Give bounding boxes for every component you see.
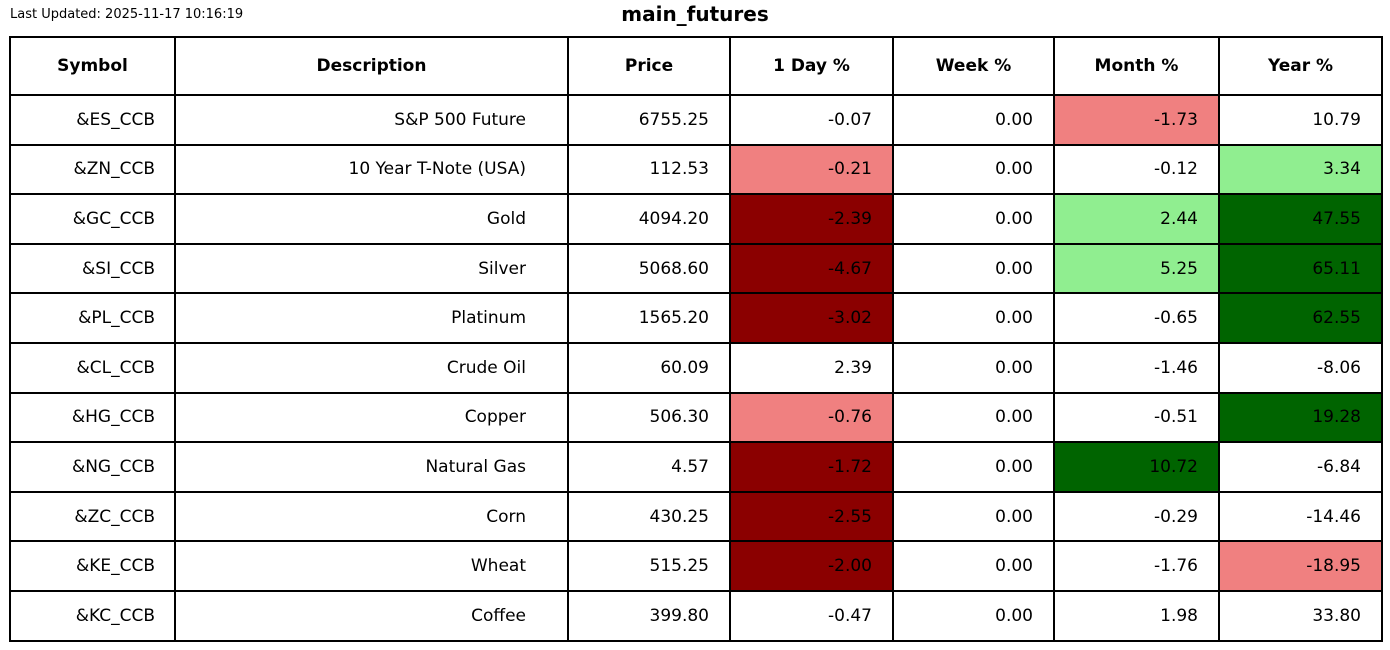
cell-month: 5.25 bbox=[1053, 242, 1220, 295]
table-row: &HG_CCB Copper 506.30 -0.76 0.00 -0.51 1… bbox=[9, 391, 1383, 444]
cell-year: 33.80 bbox=[1218, 589, 1383, 642]
cell-week: 0.00 bbox=[892, 94, 1055, 146]
table-row: &GC_CCB Gold 4094.20 -2.39 0.00 2.44 47.… bbox=[9, 193, 1383, 245]
cell-month: 1.98 bbox=[1053, 589, 1220, 642]
table-row: &KC_CCB Coffee 399.80 -0.47 0.00 1.98 33… bbox=[9, 589, 1383, 642]
cell-week: 0.00 bbox=[892, 589, 1055, 642]
cell-week: 0.00 bbox=[892, 441, 1055, 493]
col-header-month: Month % bbox=[1053, 36, 1220, 96]
cell-month: -1.73 bbox=[1053, 94, 1220, 146]
cell-week: 0.00 bbox=[892, 540, 1055, 592]
cell-description: Platinum bbox=[174, 292, 569, 344]
table-row: &ZN_CCB 10 Year T-Note (USA) 112.53 -0.2… bbox=[9, 143, 1383, 196]
cell-month: -0.65 bbox=[1053, 292, 1220, 344]
cell-month: 10.72 bbox=[1053, 441, 1220, 493]
cell-description: Corn bbox=[174, 490, 569, 543]
cell-month: -0.51 bbox=[1053, 391, 1220, 444]
cell-1day: -0.76 bbox=[729, 391, 894, 444]
table-row: &SI_CCB Silver 5068.60 -4.67 0.00 5.25 6… bbox=[9, 242, 1383, 295]
col-header-description: Description bbox=[174, 36, 569, 96]
cell-year: 3.34 bbox=[1218, 143, 1383, 196]
table-row: &ES_CCB S&P 500 Future 6755.25 -0.07 0.0… bbox=[9, 94, 1383, 146]
col-header-1day: 1 Day % bbox=[729, 36, 894, 96]
cell-week: 0.00 bbox=[892, 292, 1055, 344]
table-row: &PL_CCB Platinum 1565.20 -3.02 0.00 -0.6… bbox=[9, 292, 1383, 344]
cell-price: 506.30 bbox=[567, 391, 731, 444]
cell-price: 430.25 bbox=[567, 490, 731, 543]
cell-price: 60.09 bbox=[567, 341, 731, 394]
cell-month: -1.46 bbox=[1053, 341, 1220, 394]
cell-description: Coffee bbox=[174, 589, 569, 642]
cell-1day: -0.47 bbox=[729, 589, 894, 642]
cell-symbol: &CL_CCB bbox=[9, 341, 176, 394]
col-header-week: Week % bbox=[892, 36, 1055, 96]
cell-1day: 2.39 bbox=[729, 341, 894, 394]
cell-1day: -0.21 bbox=[729, 143, 894, 196]
cell-price: 515.25 bbox=[567, 540, 731, 592]
cell-month: -0.29 bbox=[1053, 490, 1220, 543]
cell-month: -0.12 bbox=[1053, 143, 1220, 196]
table-row: &KE_CCB Wheat 515.25 -2.00 0.00 -1.76 -1… bbox=[9, 540, 1383, 592]
cell-year: 47.55 bbox=[1218, 193, 1383, 245]
cell-symbol: &HG_CCB bbox=[9, 391, 176, 444]
cell-year: 62.55 bbox=[1218, 292, 1383, 344]
cell-year: -6.84 bbox=[1218, 441, 1383, 493]
futures-table: Symbol Description Price 1 Day % Week % … bbox=[9, 36, 1383, 642]
page-title: main_futures bbox=[621, 2, 769, 26]
table-row: &CL_CCB Crude Oil 60.09 2.39 0.00 -1.46 … bbox=[9, 341, 1383, 394]
cell-year: -14.46 bbox=[1218, 490, 1383, 543]
cell-price: 5068.60 bbox=[567, 242, 731, 295]
cell-year: -8.06 bbox=[1218, 341, 1383, 394]
cell-week: 0.00 bbox=[892, 490, 1055, 543]
cell-description: S&P 500 Future bbox=[174, 94, 569, 146]
cell-week: 0.00 bbox=[892, 391, 1055, 444]
cell-week: 0.00 bbox=[892, 242, 1055, 295]
cell-symbol: &ZC_CCB bbox=[9, 490, 176, 543]
cell-1day: -2.00 bbox=[729, 540, 894, 592]
cell-price: 4.57 bbox=[567, 441, 731, 493]
cell-description: Natural Gas bbox=[174, 441, 569, 493]
cell-symbol: &ZN_CCB bbox=[9, 143, 176, 196]
cell-symbol: &PL_CCB bbox=[9, 292, 176, 344]
cell-price: 399.80 bbox=[567, 589, 731, 642]
cell-year: 10.79 bbox=[1218, 94, 1383, 146]
cell-symbol: &ES_CCB bbox=[9, 94, 176, 146]
col-header-symbol: Symbol bbox=[9, 36, 176, 96]
table-row: &ZC_CCB Corn 430.25 -2.55 0.00 -0.29 -14… bbox=[9, 490, 1383, 543]
cell-description: Silver bbox=[174, 242, 569, 295]
cell-1day: -0.07 bbox=[729, 94, 894, 146]
cell-1day: -2.55 bbox=[729, 490, 894, 543]
cell-symbol: &SI_CCB bbox=[9, 242, 176, 295]
cell-symbol: &GC_CCB bbox=[9, 193, 176, 245]
cell-year: 19.28 bbox=[1218, 391, 1383, 444]
cell-description: Copper bbox=[174, 391, 569, 444]
table-row: &NG_CCB Natural Gas 4.57 -1.72 0.00 10.7… bbox=[9, 441, 1383, 493]
cell-1day: -2.39 bbox=[729, 193, 894, 245]
cell-1day: -4.67 bbox=[729, 242, 894, 295]
cell-symbol: &KE_CCB bbox=[9, 540, 176, 592]
cell-week: 0.00 bbox=[892, 193, 1055, 245]
cell-description: 10 Year T-Note (USA) bbox=[174, 143, 569, 196]
cell-description: Crude Oil bbox=[174, 341, 569, 394]
cell-1day: -1.72 bbox=[729, 441, 894, 493]
col-header-price: Price bbox=[567, 36, 731, 96]
cell-description: Gold bbox=[174, 193, 569, 245]
cell-month: -1.76 bbox=[1053, 540, 1220, 592]
col-header-year: Year % bbox=[1218, 36, 1383, 96]
cell-price: 6755.25 bbox=[567, 94, 731, 146]
cell-year: 65.11 bbox=[1218, 242, 1383, 295]
cell-week: 0.00 bbox=[892, 143, 1055, 196]
cell-price: 112.53 bbox=[567, 143, 731, 196]
header-row: Symbol Description Price 1 Day % Week % … bbox=[9, 36, 1383, 96]
cell-symbol: &NG_CCB bbox=[9, 441, 176, 493]
last-updated-timestamp: Last Updated: 2025-11-17 10:16:19 bbox=[10, 7, 244, 22]
cell-price: 1565.20 bbox=[567, 292, 731, 344]
cell-week: 0.00 bbox=[892, 341, 1055, 394]
cell-price: 4094.20 bbox=[567, 193, 731, 245]
cell-description: Wheat bbox=[174, 540, 569, 592]
cell-1day: -3.02 bbox=[729, 292, 894, 344]
cell-year: -18.95 bbox=[1218, 540, 1383, 592]
cell-month: 2.44 bbox=[1053, 193, 1220, 245]
cell-symbol: &KC_CCB bbox=[9, 589, 176, 642]
